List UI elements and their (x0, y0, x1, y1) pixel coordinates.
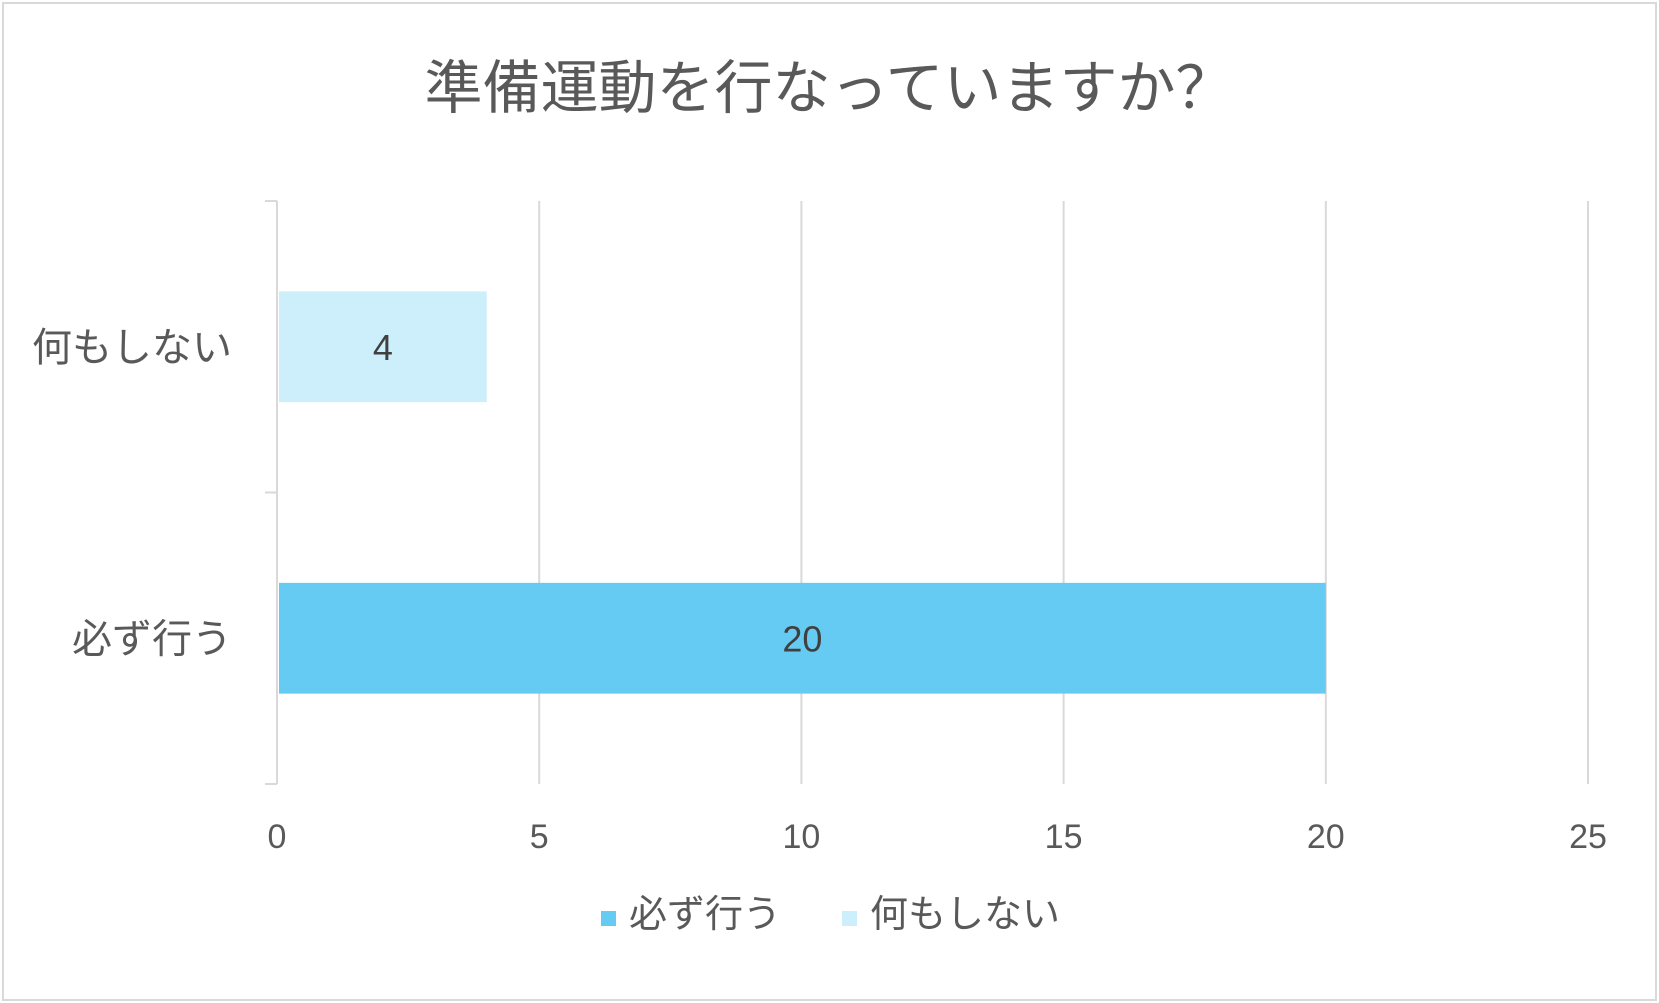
x-tick-label: 25 (1569, 818, 1607, 856)
x-tick-label: 20 (1307, 818, 1345, 856)
chart-title: 準備運動を行なっていますか？ (424, 54, 1233, 122)
data-label: 20 (782, 618, 822, 659)
category-labels: 必ず行う 何もしない (32, 325, 232, 663)
legend-swatch (842, 911, 857, 926)
bar (279, 582, 1326, 694)
x-tick-label: 10 (782, 818, 820, 856)
bar (279, 291, 487, 403)
gridlines (538, 201, 1589, 784)
value-axis-ticks: 0 5 10 15 20 25 (268, 818, 1607, 856)
x-tick-label: 15 (1045, 818, 1083, 856)
legend-label: 必ず行う (629, 892, 781, 936)
category-axis (265, 200, 278, 785)
category-label: 何もしない (32, 325, 232, 371)
data-labels: 20 4 (373, 327, 823, 660)
category-label: 必ず行う (72, 616, 232, 662)
legend: 必ず行う 何もしない (601, 892, 1060, 936)
data-label: 4 (373, 327, 393, 368)
x-tick-label: 0 (268, 818, 287, 856)
bars (279, 291, 1326, 694)
x-tick-label: 5 (530, 818, 549, 856)
legend-label: 何もしない (870, 892, 1060, 936)
legend-swatch (601, 911, 616, 926)
